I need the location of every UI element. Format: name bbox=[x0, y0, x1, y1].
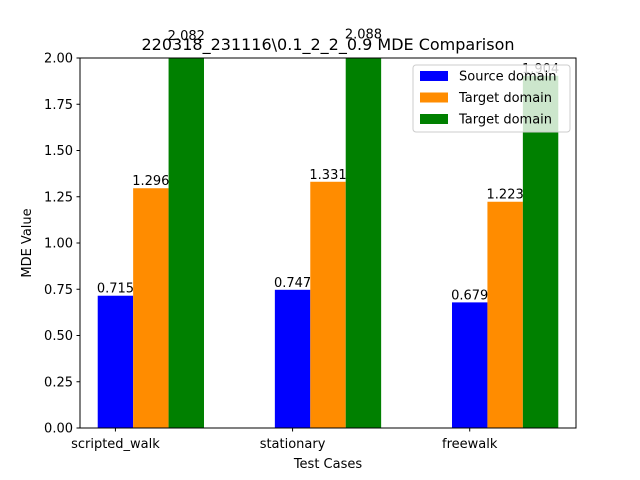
bar-freewalk-3 bbox=[522, 75, 559, 428]
x-tick-label: freewalk bbox=[442, 437, 498, 452]
x-tick-label: stationary bbox=[260, 437, 326, 452]
bar-value-label: 2.088 bbox=[345, 28, 382, 43]
legend-entry: Target domain bbox=[458, 113, 552, 128]
y-axis-label: MDE Value bbox=[20, 208, 35, 277]
y-tick-label: 0.25 bbox=[44, 375, 73, 390]
y-tick-label: 1.00 bbox=[44, 237, 73, 252]
bar-scripted_walk-3 bbox=[168, 58, 204, 428]
legend-box bbox=[412, 64, 571, 133]
x-axis: scripted_walk stationary freewalk bbox=[71, 428, 498, 452]
bar-value-label: 2.082 bbox=[168, 29, 205, 44]
bar-stationary-3 bbox=[345, 58, 382, 428]
bar-value-label: 0.679 bbox=[451, 288, 488, 303]
y-tick-label: 2.00 bbox=[44, 52, 73, 67]
bar-value-label: 0.715 bbox=[97, 282, 134, 297]
bar-value-label: 0.747 bbox=[274, 276, 311, 291]
y-tick-label: 0.75 bbox=[44, 283, 73, 298]
legend-swatch bbox=[420, 92, 448, 103]
y-axis: 0.00 0.25 0.50 0.75 1.00 1.25 1.50 1.75 2.00 bbox=[44, 52, 80, 437]
y-tick-label: 1.25 bbox=[44, 190, 73, 205]
bar-stationary-1 bbox=[274, 289, 311, 428]
legend-swatch bbox=[420, 71, 448, 81]
legend-entry: Source domain bbox=[459, 70, 556, 85]
bar-value-label: 1.296 bbox=[132, 174, 169, 189]
legend-entry: Target domain bbox=[458, 91, 552, 106]
legend-swatch bbox=[420, 114, 448, 124]
y-tick-label: 1.75 bbox=[44, 98, 73, 113]
y-tick-label: 0.00 bbox=[44, 422, 73, 437]
chart-title: 220318_231116\0.1_2_2_0.9 MDE Comparison bbox=[142, 35, 515, 55]
bar-scripted_walk-2 bbox=[133, 188, 169, 428]
bar-freewalk-1 bbox=[452, 302, 488, 428]
bar-stationary-2 bbox=[310, 181, 346, 428]
bar-freewalk-2 bbox=[487, 201, 523, 428]
bar-value-label: 1.331 bbox=[309, 168, 346, 183]
x-tick-label: scripted_walk bbox=[71, 437, 160, 452]
bars-group bbox=[97, 58, 559, 428]
x-axis-label: Test Cases bbox=[293, 457, 363, 472]
legend: Source domain Target domain Target domain bbox=[412, 64, 571, 133]
y-tick-label: 1.50 bbox=[44, 144, 73, 159]
bar-scripted_walk-1 bbox=[97, 295, 134, 428]
y-tick-label: 0.50 bbox=[44, 329, 73, 344]
bar-value-label: 1.223 bbox=[487, 188, 524, 203]
